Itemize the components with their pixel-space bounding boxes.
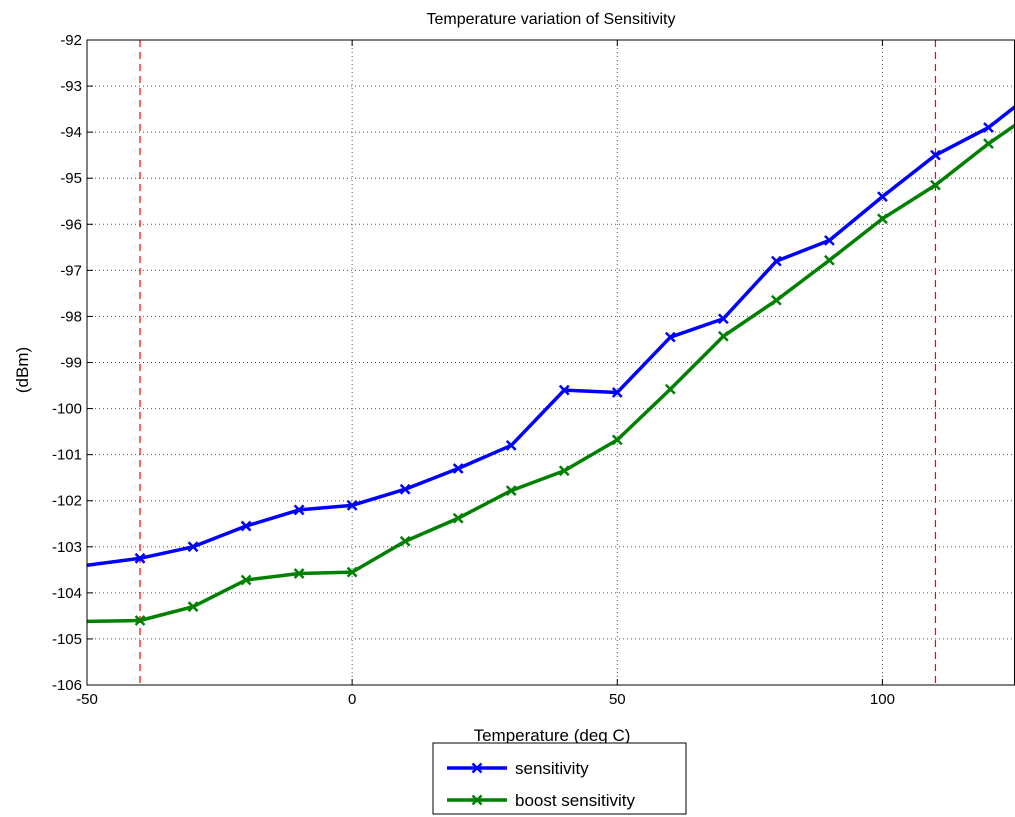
data-point-marker xyxy=(187,601,199,613)
y-tick-label: -105 xyxy=(52,631,82,648)
data-point-marker xyxy=(824,254,835,266)
legend-label: sensitivity xyxy=(515,759,589,778)
data-point-marker xyxy=(717,313,729,325)
data-point-marker xyxy=(399,535,411,547)
y-tick-label: -93 xyxy=(60,78,82,95)
y-tick-label: -104 xyxy=(52,585,82,602)
data-point-marker xyxy=(717,330,729,342)
data-point-marker xyxy=(187,541,199,553)
y-tick-label: -101 xyxy=(52,447,82,464)
legend-label: boost sensitivity xyxy=(515,791,635,810)
series-sensitivity xyxy=(86,105,1015,567)
data-point-marker xyxy=(983,138,994,150)
data-point-marker xyxy=(240,520,252,532)
data-point-marker xyxy=(346,499,358,511)
series-line xyxy=(86,105,1015,567)
y-tick-label: -98 xyxy=(60,308,82,325)
grid xyxy=(87,40,1015,685)
legend: sensitivity boost sensitivity xyxy=(432,742,687,815)
data-point-marker xyxy=(134,615,146,626)
series-layer xyxy=(86,105,1015,626)
y-tick-label: -106 xyxy=(52,677,82,694)
data-point-marker xyxy=(558,465,570,477)
legend-item: boost sensitivity xyxy=(447,791,635,810)
data-point-marker xyxy=(240,574,252,586)
data-point-marker xyxy=(824,235,835,246)
data-point-marker xyxy=(770,294,782,306)
x-tick-label: 100 xyxy=(870,691,895,708)
data-point-marker xyxy=(505,440,517,451)
y-tick-label: -97 xyxy=(60,262,82,279)
x-tick-label: -50 xyxy=(76,691,98,708)
y-tick-label: -95 xyxy=(60,170,82,187)
data-point-marker xyxy=(611,434,623,446)
data-point-marker xyxy=(930,179,941,191)
data-point-marker xyxy=(770,255,782,267)
data-point-marker xyxy=(293,568,305,579)
data-point-marker xyxy=(664,331,676,343)
y-axis-label: (dBm) xyxy=(13,347,32,393)
data-point-marker xyxy=(452,463,464,474)
data-point-marker xyxy=(452,512,464,524)
y-tick-label: -99 xyxy=(60,355,82,372)
ticks: -50 0 50 100 -106 -105 -104 -103 -102 -101 -100 -99… xyxy=(52,32,895,708)
data-point-marker xyxy=(134,552,146,564)
data-point-marker xyxy=(983,122,994,133)
y-tick-label: -94 xyxy=(60,124,82,141)
y-tick-label: -96 xyxy=(60,216,82,233)
data-point-marker xyxy=(293,504,305,516)
y-tick-label: -100 xyxy=(52,401,82,418)
data-point-marker xyxy=(505,485,517,496)
legend-marker xyxy=(471,762,483,774)
data-point-marker xyxy=(664,383,676,395)
data-point-marker xyxy=(930,149,941,161)
data-point-marker xyxy=(877,191,888,203)
chart-title: Temperature variation of Sensitivity xyxy=(427,11,676,28)
data-point-marker xyxy=(877,213,888,225)
legend-marker xyxy=(471,794,483,806)
data-point-marker xyxy=(399,483,411,495)
y-tick-label: -103 xyxy=(52,539,82,556)
data-point-marker xyxy=(611,387,623,398)
y-tick-label: -92 xyxy=(60,32,82,49)
x-tick-label: 50 xyxy=(609,691,626,708)
x-tick-label: 0 xyxy=(348,691,356,708)
legend-item: sensitivity xyxy=(447,759,589,778)
series-boost-sensitivity xyxy=(86,123,1015,626)
data-point-marker xyxy=(346,566,358,578)
y-tick-label: -102 xyxy=(52,493,82,510)
data-point-marker xyxy=(558,384,570,396)
x-axis-label: Temperature (deg C) xyxy=(474,726,631,745)
